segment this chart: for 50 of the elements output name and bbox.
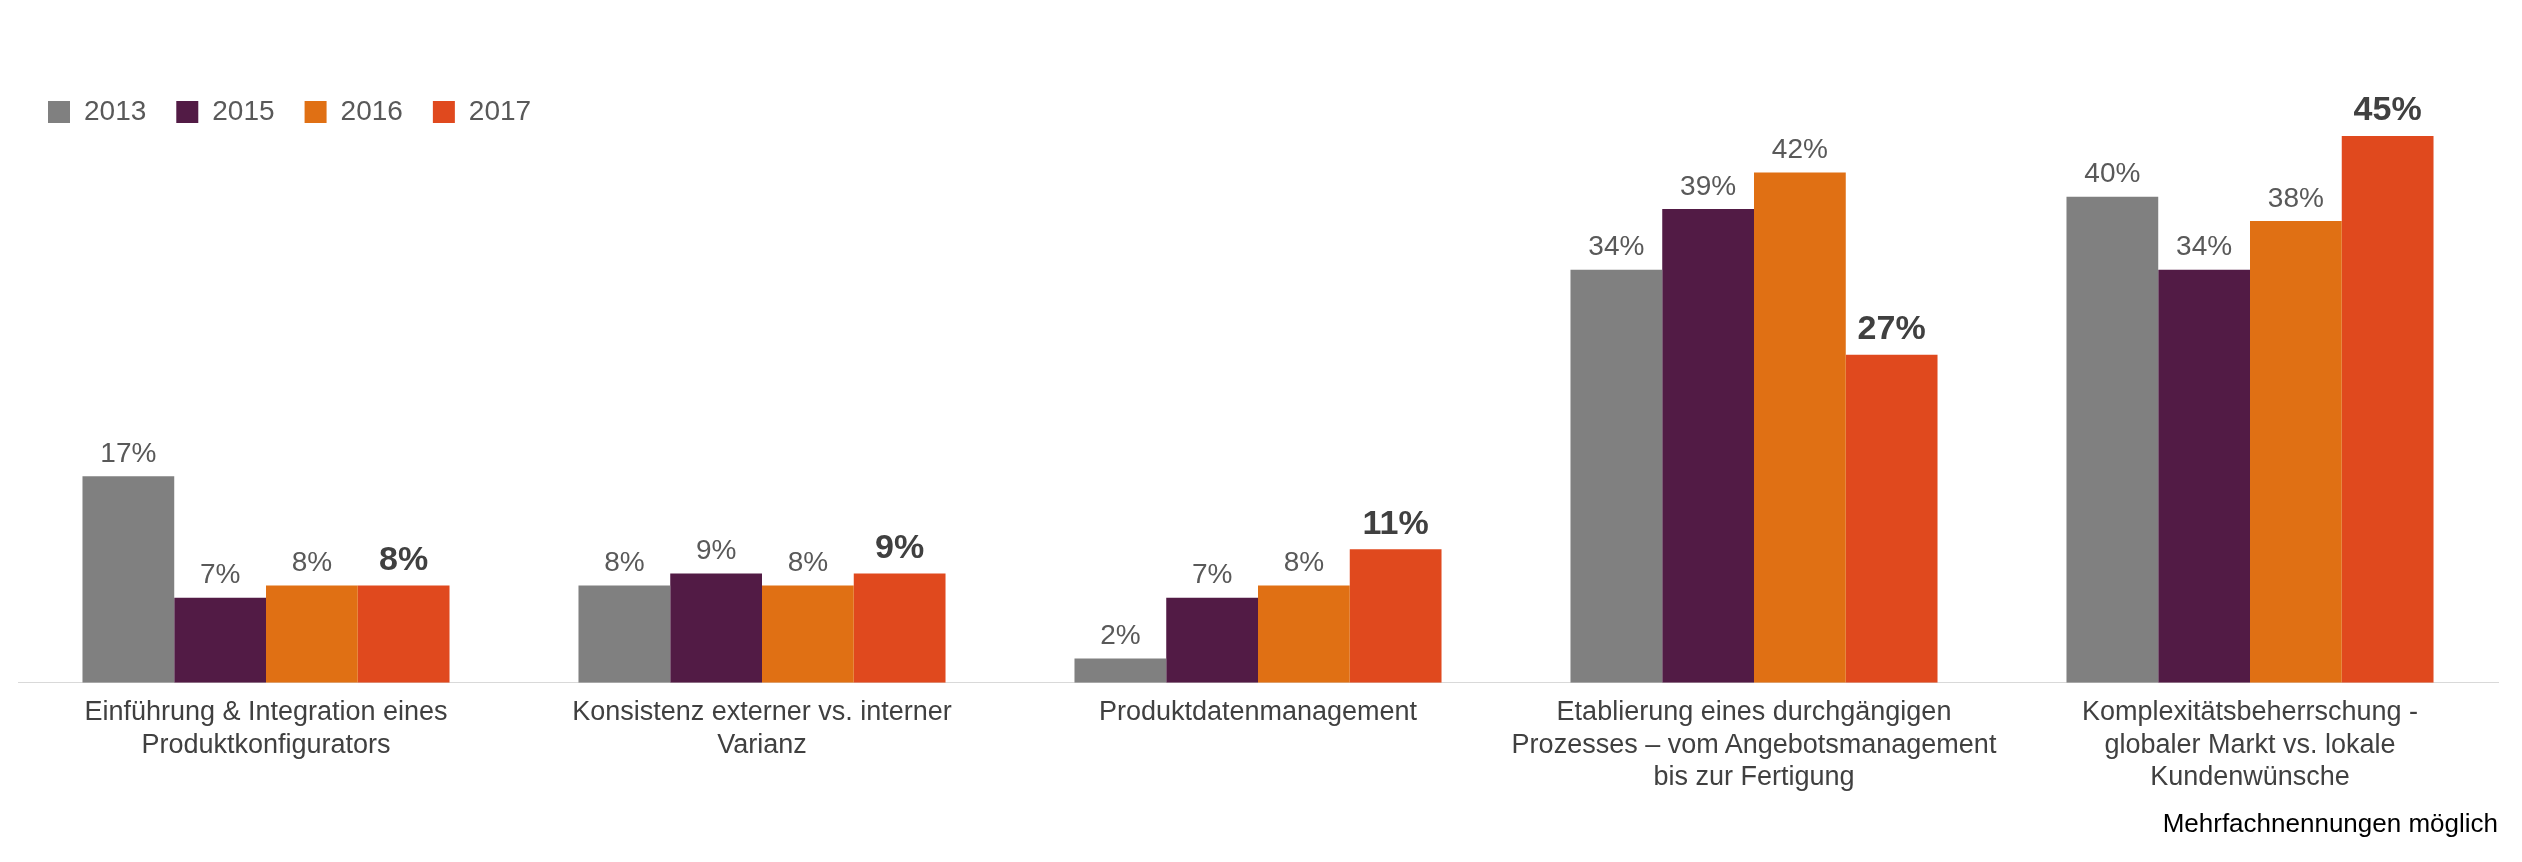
data-label: 11% [1362,502,1429,541]
bar [2066,196,2159,683]
bar [2341,136,2434,683]
data-label: 8% [1283,546,1325,578]
bar [1570,269,1663,683]
data-label: 9% [695,534,737,566]
bar [266,585,358,683]
data-label: 7% [199,558,241,590]
bar [670,573,762,683]
text: Mehrfachnennungen möglich [2161,808,2499,839]
x-tick-label: Etablierung eines durchgängigen Prozesses – vom Angebotsmanagement bis zur Fertigung [1511,696,1997,792]
bar [2158,269,2250,683]
bar [1074,658,1167,683]
bar [1166,597,1258,683]
data-label: 8% [291,546,333,578]
bar [357,585,450,683]
bar [1754,172,1846,683]
bar [1845,354,1938,683]
data-label: 7% [1191,558,1233,590]
bar [82,476,175,683]
data-label: 42% [1771,133,1828,165]
x-tick-label: Konsistenz externer vs. interner Varianz [572,696,952,759]
data-label: 17% [100,436,157,468]
bar [853,573,946,683]
bar [2250,221,2342,683]
bar [578,585,671,683]
x-tick-label: Komplexitätsbeherrschung - globaler Markt vs. lokale Kundenwünsche [2081,696,2419,792]
legend-label: 2016 [340,94,403,126]
bar [174,597,266,683]
data-label: 8% [787,546,829,578]
data-label: 38% [2267,181,2324,213]
bar [1258,585,1350,683]
bar [1662,208,1754,683]
data-label: 9% [875,526,925,565]
data-label: 8% [604,546,645,578]
data-label: 34% [2176,230,2233,262]
legend-label: 2015 [212,94,275,126]
data-label: 39% [1680,169,1737,201]
x-tick-label: Produktdatenmanagement [1098,696,1418,727]
data-label: 45% [2353,89,2422,128]
data-label: 40% [2084,157,2141,189]
legend-label: 2013 [84,94,147,126]
x-tick-label: Einführung & Integration eines Produktkonfigurators [84,696,448,759]
bar [762,585,854,683]
legend-label: 2017 [468,94,532,126]
bar [1349,549,1442,683]
data-label: 2% [1100,619,1141,651]
data-label: 8% [379,538,429,577]
data-label: 27% [1857,308,1926,347]
data-label: 34% [1588,230,1645,262]
